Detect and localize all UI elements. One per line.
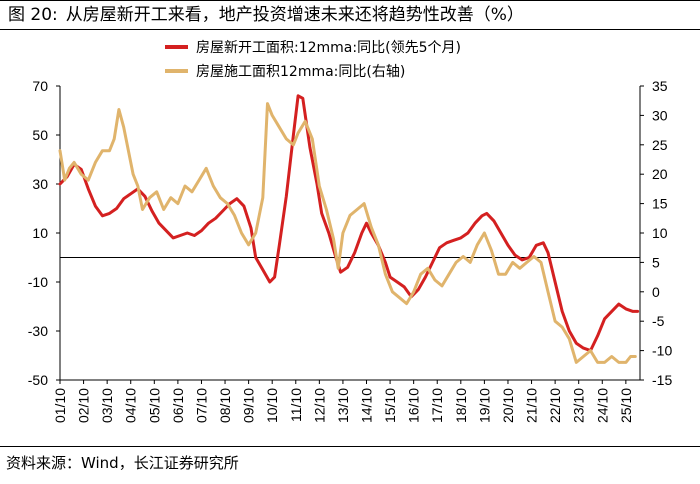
right-tick-label: 10 bbox=[652, 225, 668, 241]
series-line-under-construction bbox=[58, 102, 637, 364]
left-tick-label: -30 bbox=[28, 323, 48, 339]
legend-label: 房屋施工面积12mma:同比(右轴) bbox=[196, 64, 405, 80]
x-tick-label: 14/10 bbox=[359, 388, 375, 423]
right-tick-label: -5 bbox=[652, 313, 665, 329]
x-tick-label: 09/10 bbox=[241, 388, 257, 423]
x-tick-label: 02/10 bbox=[76, 388, 92, 423]
chart: -50-30-1010305070-15-10-5051015202530350… bbox=[28, 40, 673, 423]
x-tick-label: 13/10 bbox=[335, 388, 351, 423]
x-tick-label: 25/10 bbox=[618, 388, 634, 423]
x-tick-label: 04/10 bbox=[123, 388, 139, 423]
x-tick-label: 07/10 bbox=[193, 388, 209, 423]
x-tick-label: 20/10 bbox=[500, 388, 516, 423]
right-tick-label: -15 bbox=[652, 372, 672, 388]
x-tick-label: 12/10 bbox=[311, 388, 327, 423]
left-tick-label: -10 bbox=[28, 274, 48, 290]
right-tick-label: 15 bbox=[652, 196, 668, 212]
right-tick-label: 35 bbox=[652, 78, 668, 94]
x-tick-label: 10/10 bbox=[264, 388, 280, 423]
x-tick-label: 19/10 bbox=[476, 388, 492, 423]
bottom-rule bbox=[0, 446, 700, 447]
right-tick-label: 0 bbox=[652, 284, 660, 300]
x-tick-label: 05/10 bbox=[146, 388, 162, 423]
legend-label: 房屋新开工面积:12mma:同比(领先5个月) bbox=[196, 40, 461, 56]
x-tick-label: 15/10 bbox=[382, 388, 398, 423]
left-tick-label: -50 bbox=[28, 372, 48, 388]
x-tick-label: 16/10 bbox=[406, 388, 422, 423]
figure-number: 图 20: bbox=[8, 5, 58, 25]
left-tick-label: 70 bbox=[32, 78, 48, 94]
x-tick-label: 18/10 bbox=[453, 388, 469, 423]
x-tick-label: 08/10 bbox=[217, 388, 233, 423]
x-tick-label: 23/10 bbox=[571, 388, 587, 423]
right-tick-label: 5 bbox=[652, 254, 660, 270]
right-tick-label: 25 bbox=[652, 137, 668, 153]
x-tick-label: 06/10 bbox=[170, 388, 186, 423]
x-tick-label: 03/10 bbox=[99, 388, 115, 423]
x-tick-label: 17/10 bbox=[429, 388, 445, 423]
x-tick-label: 21/10 bbox=[524, 388, 540, 423]
right-tick-label: -10 bbox=[652, 343, 672, 359]
right-tick-label: 30 bbox=[652, 107, 668, 123]
right-tick-label: 20 bbox=[652, 166, 668, 182]
figure-title: 从房屋新开工来看，地产投资增速未来还将趋势性改善（%） bbox=[65, 5, 524, 25]
x-tick-label: 01/10 bbox=[52, 388, 68, 423]
series-line-new-starts bbox=[58, 94, 640, 353]
source-note: 资料来源：Wind，长江证券研究所 bbox=[6, 454, 239, 472]
x-tick-label: 22/10 bbox=[547, 388, 563, 423]
x-tick-label: 11/10 bbox=[288, 388, 304, 422]
x-tick-label: 24/10 bbox=[594, 388, 610, 423]
left-tick-label: 50 bbox=[32, 127, 48, 143]
left-tick-label: 10 bbox=[32, 225, 48, 241]
left-tick-label: 30 bbox=[32, 176, 48, 192]
figure-title-bar: 图 20: 从房屋新开工来看，地产投资增速未来还将趋势性改善（%） bbox=[0, 0, 700, 30]
